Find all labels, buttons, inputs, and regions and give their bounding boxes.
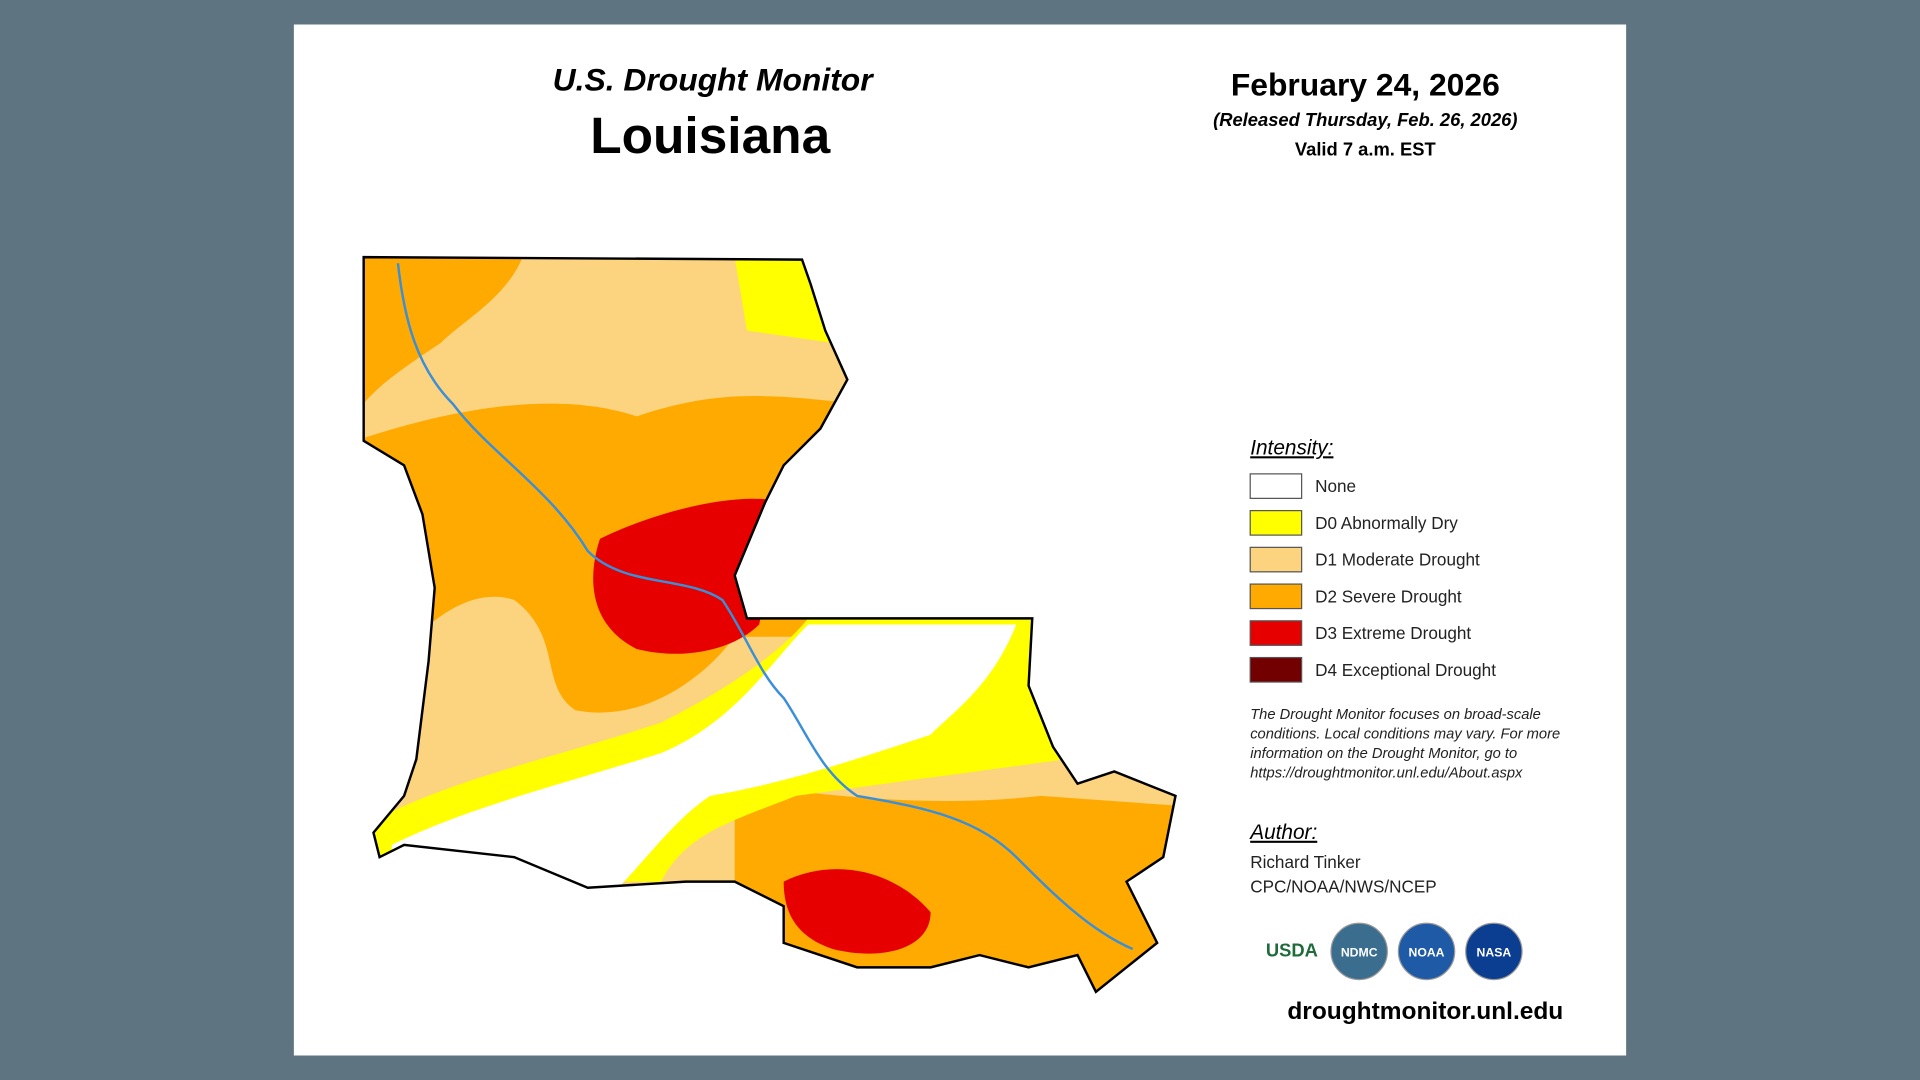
- d3-area: [593, 498, 784, 654]
- legend: Intensity: None D0 Abnormally Dry D1 Moder…: [1249, 436, 1496, 683]
- logo-text: NASA: [1477, 945, 1512, 959]
- note-line: https://droughtmonitor.unl.edu/About.asp…: [1250, 766, 1523, 782]
- author-label: Author:: [1248, 821, 1317, 844]
- note-line: information on the Drought Monitor, go t…: [1250, 746, 1517, 762]
- legend-swatch: [1249, 620, 1303, 646]
- legend-label: None: [1315, 476, 1356, 496]
- legend-swatch: [1249, 546, 1303, 573]
- state-outline: [362, 255, 1177, 994]
- legend-label: D0 Abnormally Dry: [1315, 513, 1458, 533]
- valid-time: Valid 7 a.m. EST: [1295, 139, 1437, 160]
- d3-area: [783, 869, 931, 954]
- legend-label: D4 Exceptional Drought: [1315, 660, 1496, 680]
- logo-badge: [1397, 922, 1456, 981]
- river: [396, 263, 1134, 951]
- note-line: The Drought Monitor focuses on broad-sca…: [1250, 707, 1541, 723]
- logo-text: NOAA: [1409, 945, 1445, 959]
- author-org: CPC/NOAA/NWS/NCEP: [1250, 877, 1437, 897]
- logo-badge: [1465, 922, 1523, 981]
- legend-title: Intensity:: [1250, 436, 1333, 459]
- map-date: February 24, 2026: [1231, 67, 1500, 103]
- legend-swatch: [1249, 656, 1303, 683]
- legend-label: D1 Moderate Drought: [1315, 550, 1480, 570]
- release-date: (Released Thursday, Feb. 26, 2026): [1213, 109, 1517, 130]
- logo-badge: [1330, 922, 1388, 981]
- legend-swatch: [1249, 473, 1303, 499]
- note: The Drought Monitor focuses on broad-sca…: [1250, 707, 1560, 782]
- author-name: Richard Tinker: [1250, 852, 1361, 872]
- logos: USDA NDMC NOAA NASA: [1262, 922, 1523, 981]
- monitor-title: U.S. Drought Monitor: [553, 62, 875, 98]
- state-title: Louisiana: [590, 106, 830, 164]
- legend-label: D2 Severe Drought: [1315, 586, 1462, 606]
- legend-swatch: [1249, 583, 1303, 610]
- d2-area: [363, 257, 527, 417]
- logo-text: NDMC: [1341, 945, 1378, 959]
- site-url: droughtmonitor.unl.edu: [1287, 998, 1563, 1025]
- note-line: conditions. Local conditions may vary. F…: [1250, 726, 1560, 742]
- legend-swatch: [1249, 510, 1303, 536]
- none-area: [391, 624, 1017, 894]
- logo-badge: [1262, 930, 1322, 973]
- logo-text: USDA: [1266, 939, 1318, 960]
- legend-label: D3 Extreme Drought: [1315, 623, 1471, 643]
